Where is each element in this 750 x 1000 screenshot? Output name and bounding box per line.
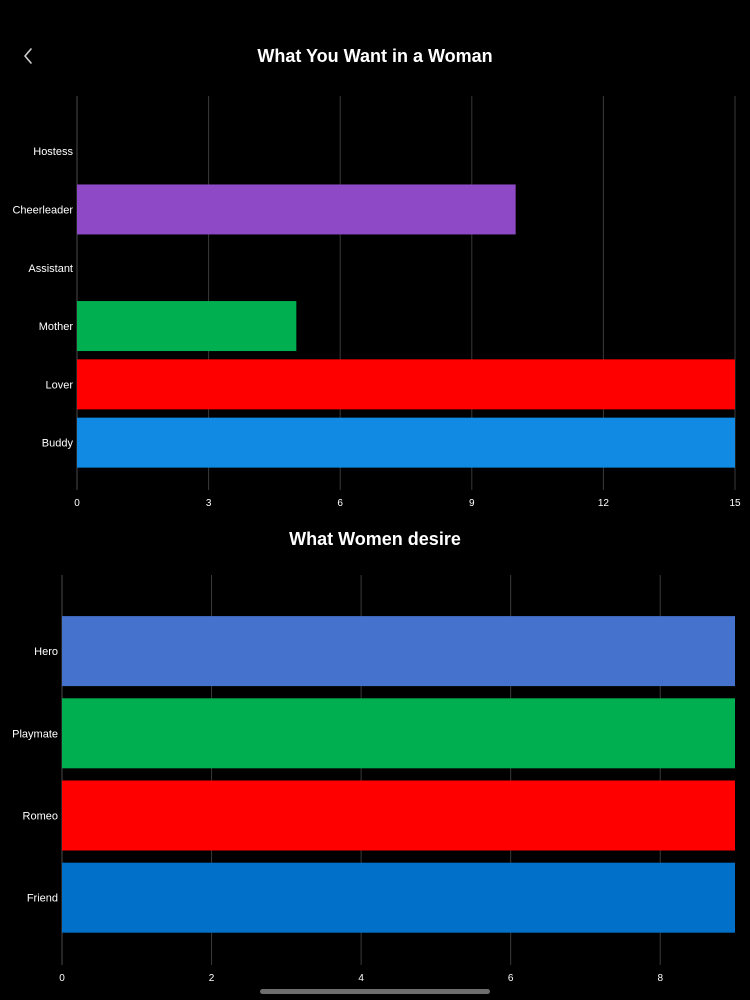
category-label: Cheerleader xyxy=(12,204,73,216)
category-label: Buddy xyxy=(42,438,74,450)
bar-mother xyxy=(77,301,297,352)
bar-chart-women-desire: 0 2 4 6 8 Hero Playmate Romeo Friend xyxy=(12,575,735,984)
x-tick-label: 0 xyxy=(59,973,65,984)
bar-chart-want-in-woman: 0 3 6 9 12 15 Hostess Cheerleader Assistant Mothe… xyxy=(12,96,741,509)
category-label: Friend xyxy=(27,893,58,905)
category-label: Lover xyxy=(45,379,73,391)
x-tick-label: 4 xyxy=(358,973,364,984)
x-tick-label: 8 xyxy=(657,973,663,984)
x-tick-label: 6 xyxy=(508,973,514,984)
x-tick-label: 12 xyxy=(598,498,610,509)
x-tick-label: 9 xyxy=(469,498,475,509)
x-tick-label: 3 xyxy=(206,498,212,509)
chart-title-want-in-woman: What You Want in a Woman xyxy=(257,46,493,66)
category-label: Romeo xyxy=(23,811,58,823)
home-indicator[interactable] xyxy=(260,989,490,994)
bar-lover xyxy=(77,359,735,410)
category-label: Assistant xyxy=(28,263,73,275)
category-label: Hero xyxy=(34,646,58,658)
bar-playmate xyxy=(62,698,735,769)
back-button[interactable] xyxy=(14,42,42,70)
x-tick-label: 2 xyxy=(209,973,215,984)
bar-friend xyxy=(62,862,735,933)
x-tick-label: 15 xyxy=(729,498,741,509)
x-tick-label: 6 xyxy=(337,498,343,509)
bar-hero xyxy=(62,616,735,687)
chevron-left-icon xyxy=(24,48,32,64)
chart-title-women-desire: What Women desire xyxy=(289,529,461,549)
category-label: Hostess xyxy=(33,146,73,158)
category-label: Playmate xyxy=(12,728,58,740)
bar-buddy xyxy=(77,417,735,468)
bar-cheerleader xyxy=(77,184,516,235)
x-tick-label: 0 xyxy=(74,498,80,509)
bar-romeo xyxy=(62,780,735,851)
category-label: Mother xyxy=(39,321,74,333)
